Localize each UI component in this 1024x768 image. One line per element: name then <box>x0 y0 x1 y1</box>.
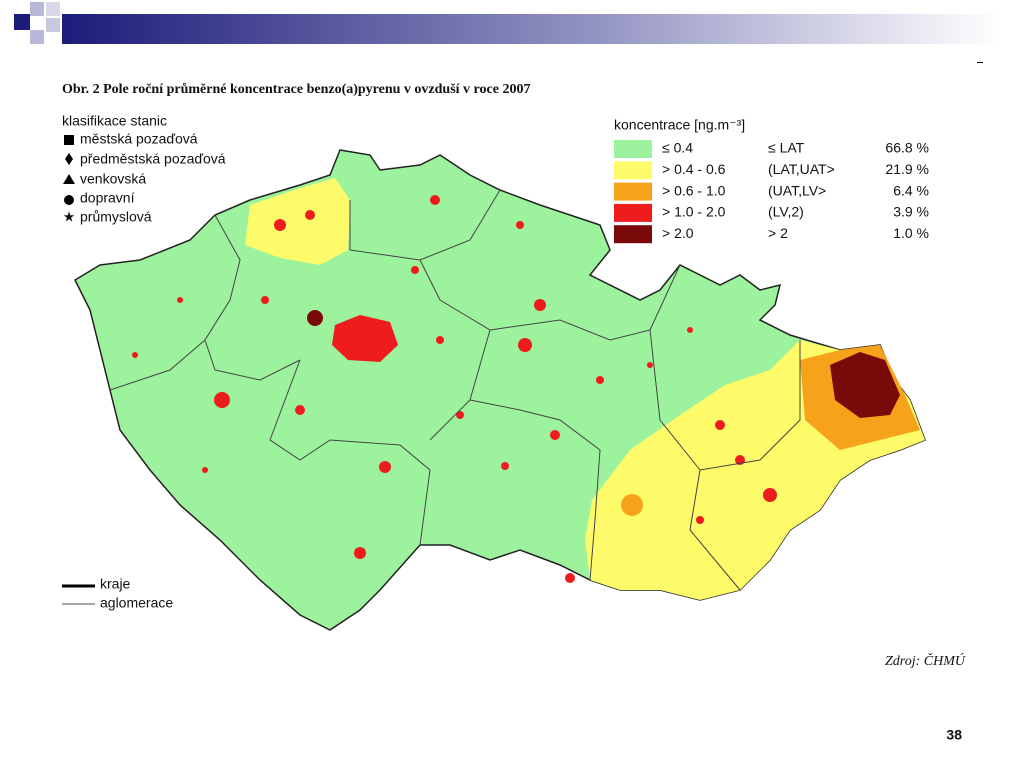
figure-title: Obr. 2 Pole roční průměrné koncentrace b… <box>62 82 530 97</box>
svg-text:★: ★ <box>63 209 76 225</box>
legend-item: venkovská <box>80 171 146 187</box>
legend-item: kraje <box>100 576 131 592</box>
legend-class: (LAT,UAT> <box>768 161 835 177</box>
map <box>74 149 926 631</box>
page-number: 38 <box>946 727 962 743</box>
source: Zdroj: ČHMÚ <box>885 652 966 669</box>
cities <box>132 195 777 583</box>
legend-swatch <box>614 161 652 180</box>
yellow-zone-north <box>245 178 350 265</box>
legend-share: 66.8 % <box>885 140 929 156</box>
legend-item: městská pozaďová <box>80 131 198 147</box>
legend-title: koncentrace [ng.m⁻³] <box>614 117 745 133</box>
legend-range: > 1.0 - 2.0 <box>662 204 726 220</box>
legend-class: > 2 <box>768 225 788 241</box>
legend-item: předměstská pozaďová <box>80 151 226 167</box>
legend-class: ≤ LAT <box>768 140 805 156</box>
legend-share: 6.4 % <box>893 182 929 198</box>
hotspot <box>307 310 323 326</box>
hotspot-ostrava <box>830 352 900 418</box>
legend-share: 21.9 % <box>885 161 929 177</box>
legend-item: aglomerace <box>100 595 173 611</box>
legend-range: > 2.0 <box>662 225 694 241</box>
legend-title: klasifikace stanic <box>62 113 167 129</box>
legend-share: 3.9 % <box>893 204 929 220</box>
legend-swatch <box>614 203 652 222</box>
header-decoration <box>14 2 1000 63</box>
legend-item: dopravní <box>80 190 135 206</box>
legend-item: průmyslová <box>80 209 152 225</box>
legend-class: (UAT,LV> <box>768 182 826 198</box>
line-legend: kraje aglomerace <box>62 576 173 611</box>
legend-class: (LV,2) <box>768 204 804 220</box>
region-borders <box>109 189 801 591</box>
legend-swatch <box>614 225 652 244</box>
legend-share: 1.0 % <box>893 225 929 241</box>
legend-range: ≤ 0.4 <box>662 140 693 156</box>
hotspot <box>621 494 643 516</box>
legend-range: > 0.6 - 1.0 <box>662 182 726 198</box>
legend-swatch <box>614 182 652 201</box>
concentration-legend: koncentrace [ng.m⁻³] ≤ 0.4 ≤ LAT 66.8 % > 0… <box>614 117 929 244</box>
legend-range: > 0.4 - 0.6 <box>662 161 726 177</box>
hotspot-prague <box>332 315 398 362</box>
station-legend: klasifikace stanic ★ městská pozaďová př… <box>62 113 226 225</box>
legend-swatch <box>614 140 652 158</box>
